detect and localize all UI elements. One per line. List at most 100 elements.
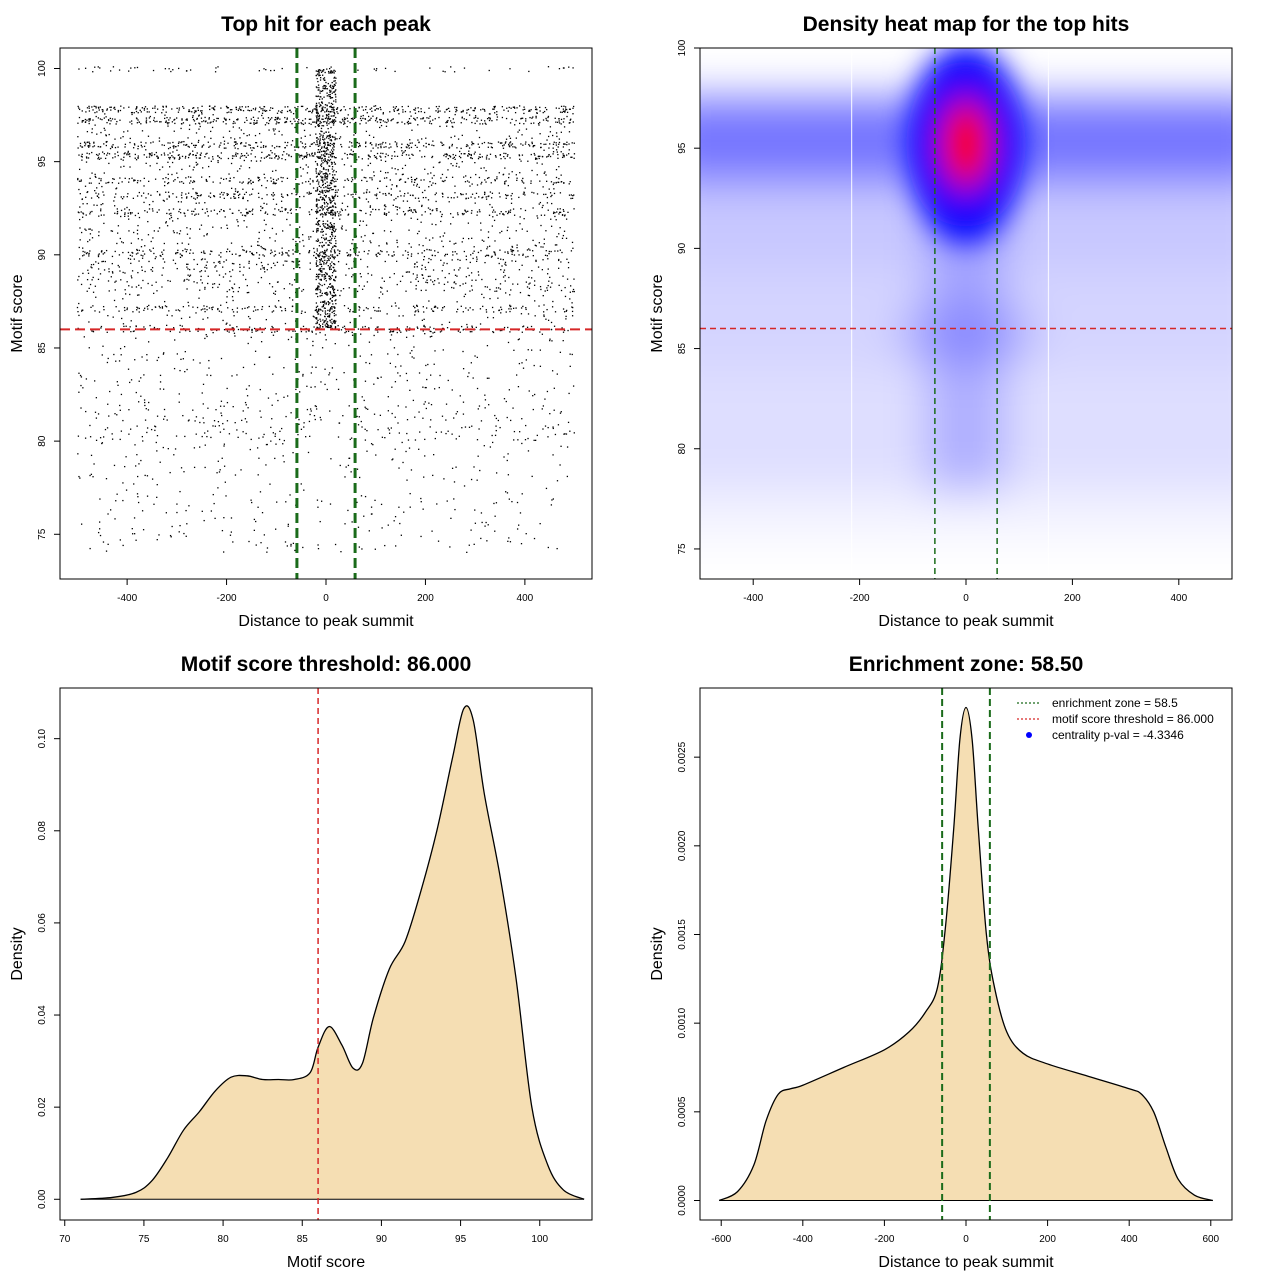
data-point: [218, 471, 221, 473]
data-point: [428, 239, 431, 241]
data-point: [271, 227, 274, 230]
data-point: [552, 147, 554, 149]
data-point: [488, 176, 490, 179]
data-point: [472, 252, 474, 254]
data-point: [319, 295, 321, 297]
data-point: [189, 330, 191, 333]
data-point: [278, 300, 280, 302]
data-point: [457, 330, 460, 332]
data-point: [411, 129, 413, 131]
data-point: [558, 165, 560, 168]
data-point: [212, 283, 214, 285]
data-point: [233, 138, 236, 140]
data-point: [528, 294, 531, 297]
data-point: [518, 362, 521, 365]
data-point: [380, 124, 383, 127]
data-point: [483, 167, 485, 169]
data-point: [320, 186, 322, 189]
data-point: [222, 136, 225, 138]
data-point: [570, 250, 573, 252]
data-point: [414, 178, 417, 181]
data-point: [402, 315, 404, 317]
data-point: [292, 542, 295, 545]
data-point: [246, 395, 249, 397]
data-point: [433, 174, 435, 177]
data-point: [124, 146, 126, 148]
data-point: [172, 193, 174, 195]
data-point: [515, 230, 517, 232]
data-point: [499, 283, 502, 285]
data-point: [549, 276, 551, 279]
data-point: [306, 107, 308, 110]
data-point: [91, 229, 93, 231]
data-point: [551, 282, 553, 284]
data-point: [534, 300, 536, 302]
data-point: [231, 308, 234, 311]
data-point: [466, 180, 469, 182]
data-point: [106, 154, 108, 156]
data-point: [270, 150, 272, 152]
data-point: [352, 274, 354, 276]
data-point: [334, 211, 336, 213]
data-point: [264, 327, 266, 330]
data-point: [287, 194, 289, 197]
data-point: [312, 344, 314, 347]
data-point: [317, 207, 319, 209]
data-point: [188, 165, 191, 167]
data-point: [376, 121, 379, 123]
data-point: [226, 227, 229, 230]
data-point: [329, 106, 331, 108]
data-point: [288, 330, 290, 332]
data-point: [127, 152, 129, 154]
data-point: [456, 109, 458, 112]
data-point: [486, 377, 489, 379]
data-point: [239, 254, 241, 257]
data-point: [318, 141, 321, 143]
data-point: [321, 274, 323, 276]
data-point: [134, 359, 136, 361]
data-point: [332, 285, 334, 288]
data-point: [382, 193, 384, 195]
data-point: [350, 194, 352, 196]
data-point: [476, 214, 478, 216]
data-point: [444, 276, 446, 279]
data-point: [277, 110, 280, 112]
data-point: [367, 120, 369, 122]
data-point: [553, 211, 555, 213]
data-point: [204, 202, 206, 204]
data-point: [247, 407, 249, 409]
data-point: [407, 105, 409, 108]
data-point: [128, 218, 130, 220]
data-point: [223, 443, 226, 445]
data-point: [99, 534, 102, 537]
data-point: [332, 177, 335, 179]
data-point: [131, 528, 133, 530]
data-point: [223, 329, 226, 331]
data-point: [464, 426, 467, 428]
data-point: [360, 210, 362, 212]
data-point: [245, 250, 248, 252]
data-point: [533, 144, 536, 147]
data-point: [484, 525, 486, 527]
data-point: [461, 117, 463, 119]
data-point: [251, 193, 253, 195]
data-point: [559, 208, 561, 210]
data-point: [236, 119, 238, 121]
data-point: [273, 130, 275, 132]
data-point: [138, 191, 140, 194]
data-point: [100, 179, 102, 182]
data-point: [133, 112, 135, 114]
data-point: [453, 481, 456, 483]
data-point: [358, 251, 360, 253]
data-point: [500, 269, 502, 271]
data-point: [494, 179, 496, 182]
data-point: [303, 155, 305, 158]
data-point: [235, 155, 237, 157]
data-point: [519, 172, 521, 174]
data-point: [442, 235, 444, 237]
data-point: [262, 436, 264, 438]
data-point: [137, 112, 139, 114]
data-point: [285, 501, 287, 503]
data-point: [148, 117, 151, 119]
data-point: [290, 111, 292, 113]
